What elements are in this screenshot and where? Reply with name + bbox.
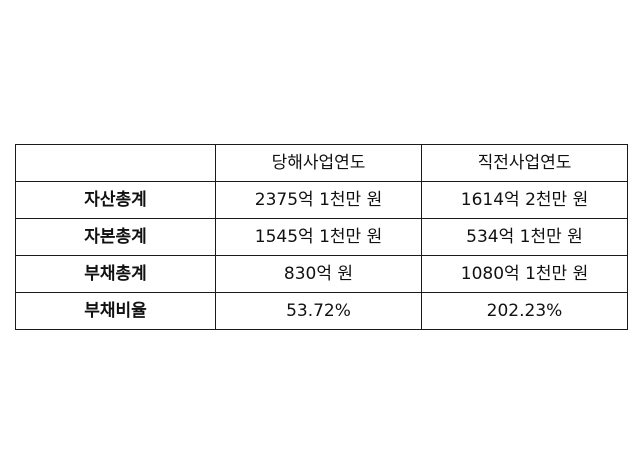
row-label-total-equity: 자본총계 [15, 218, 216, 256]
table-row: 자본총계 1545억 1천만 원 534억 1천만 원 [15, 218, 628, 256]
column-header-previous-year: 직전사업연도 [421, 144, 628, 182]
table-corner-blank-cell [15, 144, 216, 182]
table-row: 부채비율 53.72% 202.23% [15, 292, 628, 330]
value-debt-ratio-previous-year: 202.23% [421, 292, 628, 330]
table-header-row: 당해사업연도 직전사업연도 [15, 144, 628, 182]
value-total-liabilities-previous-year: 1080억 1천만 원 [421, 255, 628, 293]
table-row: 부채총계 830억 원 1080억 1천만 원 [15, 255, 628, 293]
row-label-total-assets: 자산총계 [15, 181, 216, 219]
column-header-current-year: 당해사업연도 [215, 144, 422, 182]
value-total-liabilities-current-year: 830억 원 [215, 255, 422, 293]
table-header: 당해사업연도 직전사업연도 [15, 144, 628, 182]
value-debt-ratio-current-year: 53.72% [215, 292, 422, 330]
table-row: 자산총계 2375억 1천만 원 1614억 2천만 원 [15, 181, 628, 219]
value-total-assets-current-year: 2375억 1천만 원 [215, 181, 422, 219]
value-total-assets-previous-year: 1614억 2천만 원 [421, 181, 628, 219]
value-total-equity-previous-year: 534억 1천만 원 [421, 218, 628, 256]
table-body: 자산총계 2375억 1천만 원 1614억 2천만 원 자본총계 1545억 … [15, 181, 628, 330]
value-total-equity-current-year: 1545억 1천만 원 [215, 218, 422, 256]
row-label-total-liabilities: 부채총계 [15, 255, 216, 293]
row-label-debt-ratio: 부채비율 [15, 292, 216, 330]
financial-summary-table: 당해사업연도 직전사업연도 자산총계 2375억 1천만 원 1614억 2천만… [15, 144, 628, 330]
